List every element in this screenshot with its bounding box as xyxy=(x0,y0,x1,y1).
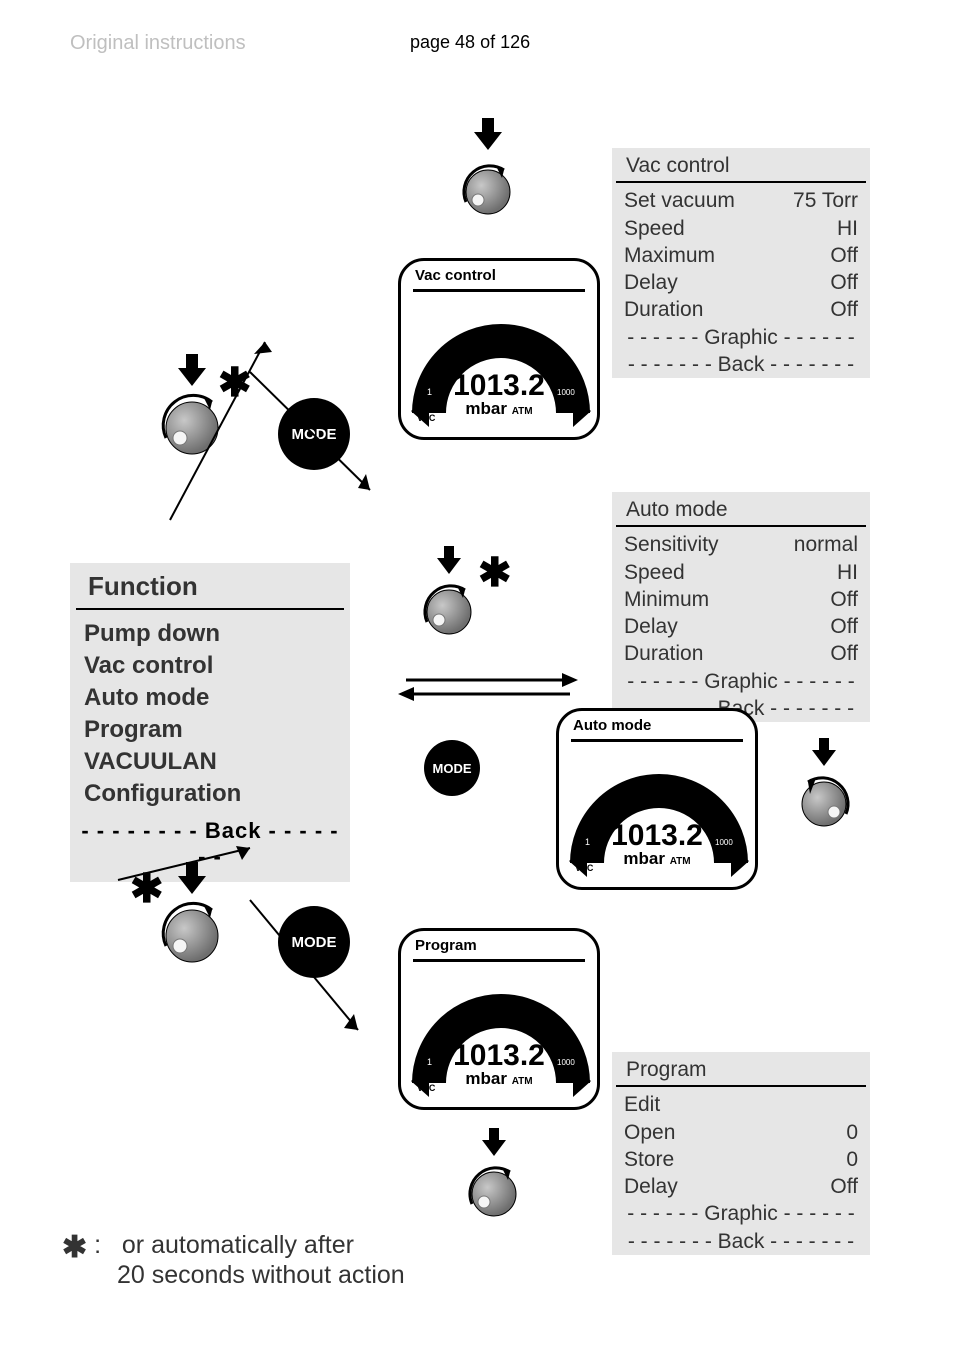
menu-title: Vac control xyxy=(616,148,866,183)
gauge-vac-label: VAC xyxy=(417,1083,435,1093)
diagonal-arrows-icon xyxy=(150,330,400,530)
knob-rotate-icon xyxy=(790,764,858,832)
menu-item-vac-control[interactable]: Vac control xyxy=(70,650,350,682)
menu-row[interactable]: DurationOff xyxy=(612,296,870,323)
gauge-divider xyxy=(571,739,743,742)
menu-row[interactable]: MaximumOff xyxy=(612,242,870,269)
menu-row[interactable]: Sensitivitynormal xyxy=(612,531,870,558)
gauge-reading: 1013.2 xyxy=(401,369,597,403)
header-page-number: page 48 of 126 xyxy=(410,32,530,53)
gauge-auto-mode: Auto mode 1 10 100 1000 1013.2 mbar ATM … xyxy=(556,708,758,890)
menu-item-configuration[interactable]: Configuration xyxy=(70,778,350,810)
menu-back-row[interactable]: - - - - - - - Back - - - - - - - xyxy=(612,351,870,378)
menu-title: Auto mode xyxy=(616,492,866,527)
footnote: ✱ : or automatically after 20 seconds wi… xyxy=(62,1226,405,1290)
double-arrow-icon xyxy=(398,670,578,704)
gauge-title: Program xyxy=(415,937,477,954)
knob-press-icon xyxy=(460,1154,528,1222)
svg-text:100: 100 xyxy=(695,771,710,781)
menu-row[interactable]: MinimumOff xyxy=(612,586,870,613)
menu-auto-mode: Auto mode Sensitivitynormal SpeedHI Mini… xyxy=(612,492,870,722)
menu-graphic-row[interactable]: - - - - - - Graphic - - - - - - xyxy=(612,668,870,695)
menu-graphic-row[interactable]: - - - - - - Graphic - - - - - - xyxy=(612,1200,870,1227)
svg-text:10: 10 xyxy=(607,771,617,781)
menu-row[interactable]: Store0 xyxy=(612,1146,870,1173)
footnote-line2: 20 seconds without action xyxy=(117,1261,405,1290)
svg-text:10: 10 xyxy=(449,991,459,1001)
menu-row[interactable]: DelayOff xyxy=(612,269,870,296)
asterisk-icon: ✱ xyxy=(478,550,512,596)
menu-row[interactable]: DelayOff xyxy=(612,1173,870,1200)
gauge-title: Vac control xyxy=(415,267,496,284)
menu-title: Program xyxy=(616,1052,866,1087)
gauge-vac-label: VAC xyxy=(417,413,435,423)
gauge-title: Auto mode xyxy=(573,717,651,734)
menu-back-row[interactable]: - - - - - - - Back - - - - - - - xyxy=(612,1228,870,1255)
menu-item-auto-mode[interactable]: Auto mode xyxy=(70,682,350,714)
svg-text:10: 10 xyxy=(449,321,459,331)
menu-row[interactable]: SpeedHI xyxy=(612,559,870,586)
menu-row[interactable]: Open0 xyxy=(612,1119,870,1146)
menu-function: Function Pump down Vac control Auto mode… xyxy=(70,563,350,882)
menu-row[interactable]: SpeedHI xyxy=(612,215,870,242)
header-original-instructions: Original instructions xyxy=(70,32,246,55)
menu-graphic-row[interactable]: - - - - - - Graphic - - - - - - xyxy=(612,324,870,351)
gauge-vac-label: VAC xyxy=(575,863,593,873)
footnote-line1: or automatically after xyxy=(122,1231,354,1259)
gauge-reading: 1013.2 xyxy=(401,1039,597,1073)
gauge-divider xyxy=(413,959,585,962)
gauge-reading: 1013.2 xyxy=(559,819,755,853)
gauge-divider xyxy=(413,289,585,292)
knob-press-icon xyxy=(454,152,522,220)
gauge-program: Program 1 10 100 1000 1013.2 mbar ATM VA… xyxy=(398,928,600,1110)
gauge-vac-control: Vac control 1 10 100 1000 1013.2 mbar AT… xyxy=(398,258,600,440)
menu-title: Function xyxy=(76,569,344,610)
menu-program: Program Edit Open0 Store0 DelayOff - - -… xyxy=(612,1052,870,1255)
menu-item-vacuulan[interactable]: VACUULAN xyxy=(70,746,350,778)
menu-row[interactable]: Set vacuum75 Torr xyxy=(612,187,870,214)
knob-rotate-icon xyxy=(415,572,483,640)
svg-text:100: 100 xyxy=(537,991,552,1001)
menu-row[interactable]: Edit xyxy=(612,1091,870,1118)
asterisk-icon: ✱ xyxy=(62,1231,87,1264)
menu-item-program[interactable]: Program xyxy=(70,714,350,746)
menu-item-pump-down[interactable]: Pump down xyxy=(70,618,350,650)
diagonal-arrows-icon xyxy=(110,840,390,1050)
mode-button[interactable]: MODE xyxy=(424,740,480,796)
svg-text:100: 100 xyxy=(537,321,552,331)
menu-row[interactable]: DurationOff xyxy=(612,640,870,667)
menu-row[interactable]: DelayOff xyxy=(612,613,870,640)
menu-vac-control: Vac control Set vacuum75 Torr SpeedHI Ma… xyxy=(612,148,870,378)
